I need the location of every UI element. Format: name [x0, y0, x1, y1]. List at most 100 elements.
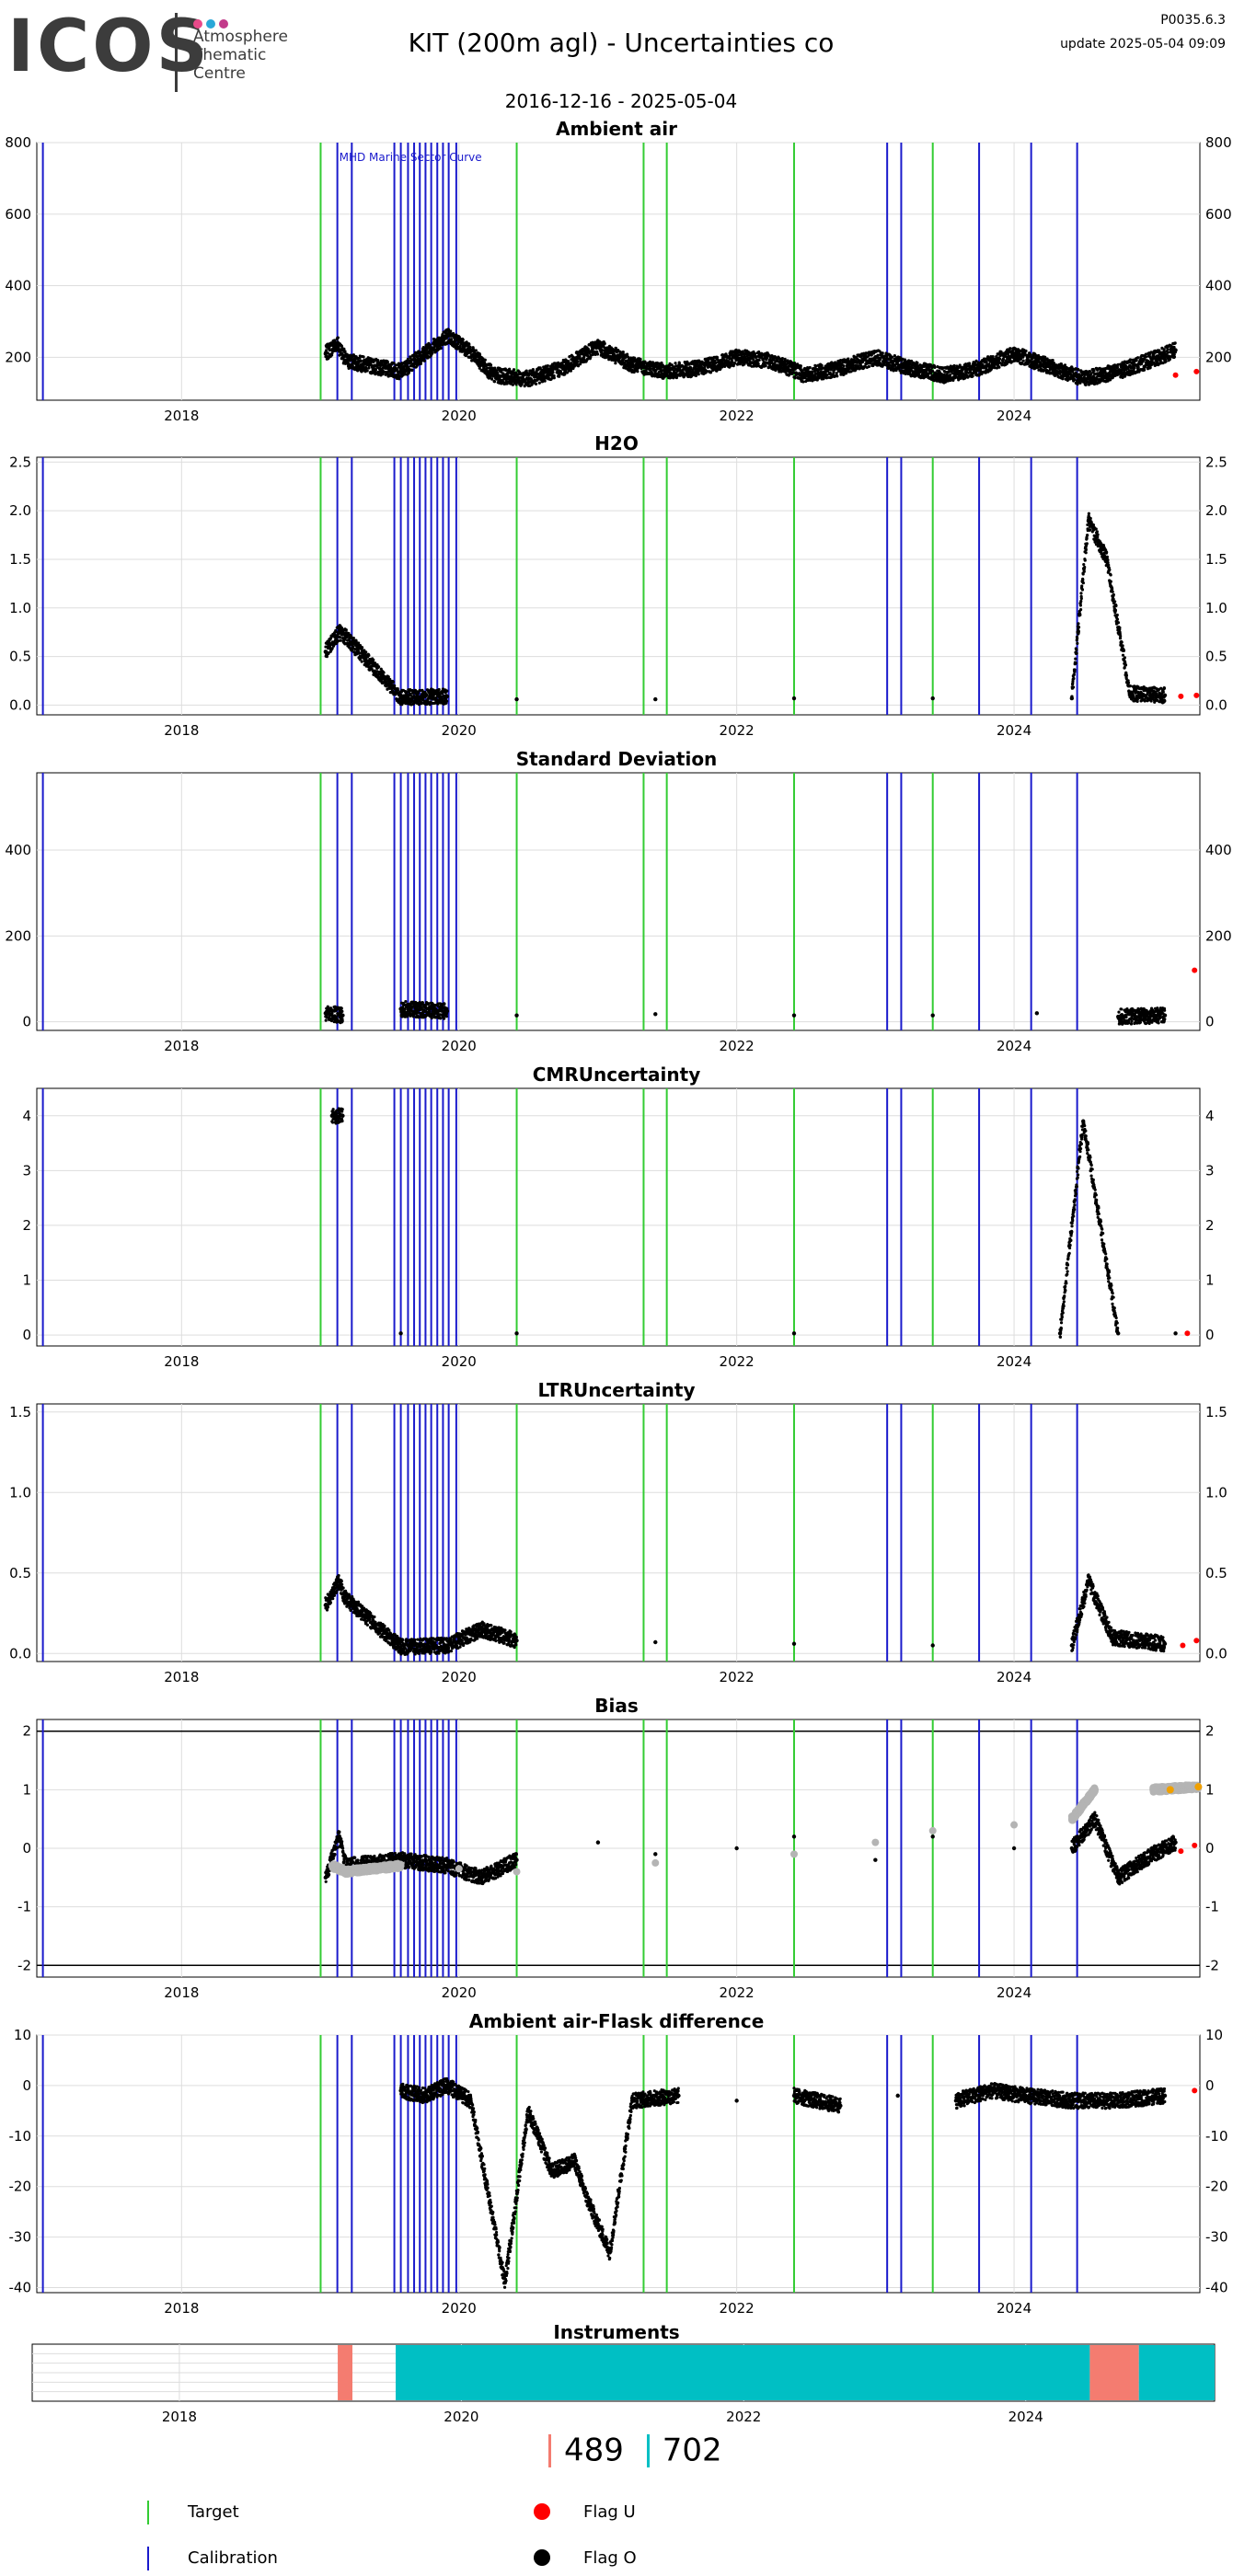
- logo-dot: [206, 19, 215, 29]
- data-point: [847, 357, 850, 361]
- data-point: [799, 364, 802, 368]
- y-tick-label-left: 800: [5, 134, 31, 151]
- data-point: [699, 365, 704, 371]
- data-point: [343, 350, 347, 353]
- data-point: [1128, 358, 1133, 362]
- data-point: [1133, 366, 1136, 370]
- data-point: [376, 359, 380, 362]
- y-tick-label-right: 800: [1205, 134, 1232, 151]
- logo-divider: [175, 13, 178, 92]
- data-point: [1024, 349, 1028, 353]
- data-point: [335, 340, 340, 345]
- data-point: [971, 374, 974, 378]
- data-point: [388, 365, 393, 369]
- data-point: [734, 355, 739, 360]
- data-point: [1142, 368, 1147, 372]
- data-point: [450, 338, 454, 341]
- data-point: [916, 361, 919, 365]
- y-tick-label-left: 600: [5, 206, 31, 223]
- update-timestamp: update 2025-05-04 09:09: [1060, 37, 1226, 52]
- data-point: [985, 360, 988, 363]
- data-point: [534, 382, 538, 385]
- data-point: [820, 363, 824, 367]
- data-point: [362, 355, 365, 359]
- logo-dot: [193, 19, 202, 29]
- data-point: [410, 368, 414, 372]
- data-point: [636, 370, 640, 374]
- data-point: [538, 366, 542, 370]
- date-range: 2016-12-16 - 2025-05-04: [504, 90, 738, 112]
- data-point: [890, 355, 894, 359]
- data-point: [558, 374, 561, 377]
- data-point: [603, 341, 606, 346]
- data-point: [991, 355, 995, 359]
- data-point: [543, 379, 547, 383]
- x-tick-label: 2022: [720, 408, 755, 424]
- data-point: [392, 362, 396, 365]
- data-point: [825, 373, 829, 377]
- y-tick-label-right: 200: [1205, 349, 1232, 365]
- data-point: [595, 344, 601, 349]
- data-point: [387, 362, 391, 366]
- data-point: [664, 369, 669, 374]
- data-point: [677, 362, 681, 366]
- data-point: [406, 357, 409, 362]
- data-point: [504, 368, 508, 373]
- data-point: [342, 347, 346, 351]
- data-point: [832, 371, 835, 374]
- data-point: [359, 359, 363, 363]
- data-point: [421, 351, 426, 356]
- data-point: [474, 349, 478, 352]
- data-point: [1077, 368, 1080, 372]
- x-tick-label: 2020: [442, 408, 477, 424]
- data-point: [323, 351, 328, 356]
- data-point: [560, 365, 566, 371]
- data-point: [419, 362, 422, 365]
- logo-subtitle: Atmosphere Thematic Centre: [193, 28, 288, 83]
- data-point: [948, 374, 952, 377]
- logo-line-2: Thematic: [193, 46, 267, 64]
- data-point: [358, 354, 362, 358]
- data-point: [1088, 370, 1092, 374]
- data-point: [1172, 355, 1177, 359]
- data-point: [793, 376, 797, 380]
- data-point: [546, 363, 549, 368]
- data-point: [367, 366, 371, 370]
- data-point: [483, 358, 487, 362]
- data-point: [537, 381, 541, 385]
- data-point: [1168, 357, 1171, 362]
- data-point: [551, 371, 555, 374]
- logo-line-3: Centre: [193, 64, 246, 83]
- data-point: [783, 357, 787, 362]
- data-point: [386, 360, 389, 364]
- run-id: P0035.6.3: [1160, 13, 1226, 28]
- data-point: [752, 357, 755, 362]
- data-point: [444, 333, 450, 339]
- icos-logo: ICOS: [7, 6, 211, 88]
- data-point: [811, 371, 814, 374]
- data-point: [378, 363, 383, 368]
- data-point: [1135, 359, 1138, 362]
- data-point: [431, 351, 434, 355]
- y-tick-label-right: 400: [1205, 278, 1232, 294]
- data-point: [1002, 357, 1006, 362]
- logo-line-1: Atmosphere: [193, 28, 288, 46]
- data-point: [398, 369, 403, 374]
- data-point: [1008, 347, 1012, 351]
- data-point: [873, 355, 878, 360]
- data-point: [478, 352, 482, 357]
- data-point: [489, 363, 493, 367]
- data-point: [1115, 365, 1120, 369]
- data-point: [365, 369, 369, 373]
- data-point: [567, 360, 570, 363]
- data-point: [1029, 352, 1032, 356]
- data-point: [1021, 359, 1025, 362]
- data-point: [382, 370, 386, 374]
- data-point: [893, 354, 896, 358]
- data-point: [1092, 369, 1096, 373]
- data-point: [462, 344, 467, 349]
- data-point: [1173, 341, 1177, 345]
- data-point: [372, 360, 375, 363]
- data-point: [398, 377, 401, 381]
